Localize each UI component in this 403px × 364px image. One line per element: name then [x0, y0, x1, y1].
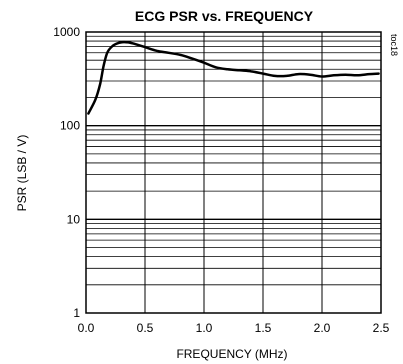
y-tick-label: 100: [60, 119, 80, 133]
y-tick-labels: 1 10 100 1000: [53, 25, 80, 320]
y-tick-label: 1: [73, 306, 80, 320]
plot-frame: [85, 31, 382, 314]
y-tick-label: 10: [67, 212, 81, 226]
figure-code-label: toc18: [389, 34, 399, 56]
y-axis-label: PSR (LSB / V): [15, 135, 29, 212]
grid-lines: [86, 32, 381, 313]
x-tick-label: 0.5: [137, 321, 154, 335]
x-tick-label: 2.0: [314, 321, 331, 335]
x-tick-label: 0.0: [78, 321, 95, 335]
x-tick-label: 1.5: [255, 321, 272, 335]
psr-series-line: [87, 40, 380, 115]
chart-title: ECG PSR vs. FREQUENCY: [135, 8, 314, 24]
x-tick-label: 1.0: [196, 321, 213, 335]
x-tick-labels: 0.0 0.5 1.0 1.5 2.0 2.5: [78, 321, 390, 335]
x-tick-label: 2.5: [373, 321, 390, 335]
y-tick-label: 1000: [53, 25, 80, 39]
x-axis-label: FREQUENCY (MHz): [176, 347, 287, 361]
